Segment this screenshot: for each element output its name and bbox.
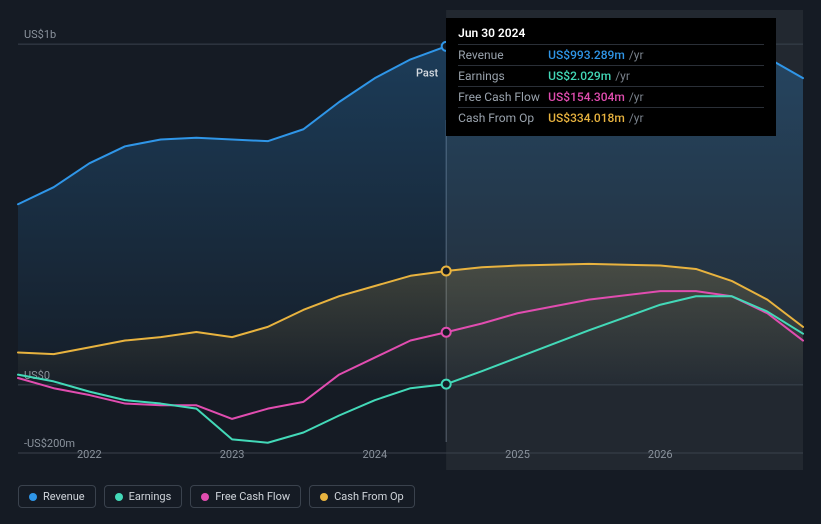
tooltip-row-label: Cash From Op [458, 111, 548, 125]
tooltip-row-label: Free Cash Flow [458, 90, 548, 104]
series-marker-free_cash_flow [442, 328, 451, 337]
x-axis-label: 2025 [505, 448, 530, 461]
legend-label: Revenue [43, 490, 85, 503]
legend-swatch [201, 493, 209, 501]
chart-legend: Revenue Earnings Free Cash Flow Cash From O… [18, 485, 415, 508]
y-axis-label: -US$200m [24, 437, 75, 450]
financial-chart: US$1bUS$0-US$200m20222023202420252026Pas… [0, 0, 821, 524]
tooltip-row-value: US$2.029m [548, 69, 611, 83]
series-marker-cash_from_op [442, 267, 451, 276]
x-axis-label: 2023 [220, 448, 245, 461]
x-axis-label: 2024 [362, 448, 387, 461]
tooltip-row-value: US$154.304m [548, 90, 625, 104]
tooltip-row-value: US$993.289m [548, 48, 625, 62]
chart-tooltip: Jun 30 2024 RevenueUS$993.289m/yrEarning… [446, 18, 776, 136]
legend-item-revenue[interactable]: Revenue [18, 485, 96, 508]
tooltip-row-unit: /yr [629, 48, 644, 62]
y-axis-label: US$1b [24, 28, 56, 41]
tooltip-row-label: Revenue [458, 48, 548, 62]
legend-label: Free Cash Flow [215, 490, 290, 503]
tooltip-row: Cash From OpUS$334.018m/yr [458, 107, 764, 128]
tooltip-row-unit: /yr [629, 90, 644, 104]
tooltip-date: Jun 30 2024 [458, 26, 764, 44]
x-axis-label: 2022 [77, 448, 102, 461]
legend-label: Earnings [129, 490, 172, 503]
tooltip-row-unit: /yr [615, 69, 630, 83]
legend-item-cash-from-op[interactable]: Cash From Op [309, 485, 415, 508]
legend-swatch [115, 493, 123, 501]
legend-swatch [29, 493, 37, 501]
legend-label: Cash From Op [334, 490, 404, 503]
tooltip-row: EarningsUS$2.029m/yr [458, 65, 764, 86]
legend-item-earnings[interactable]: Earnings [104, 485, 183, 508]
tooltip-row: RevenueUS$993.289m/yr [458, 44, 764, 65]
past-label: Past [416, 66, 439, 79]
x-axis-label: 2026 [648, 448, 673, 461]
legend-swatch [320, 493, 328, 501]
tooltip-row-label: Earnings [458, 69, 548, 83]
tooltip-row-unit: /yr [629, 111, 644, 125]
tooltip-row: Free Cash FlowUS$154.304m/yr [458, 86, 764, 107]
series-marker-earnings [442, 380, 451, 389]
tooltip-row-value: US$334.018m [548, 111, 625, 125]
legend-item-free-cash-flow[interactable]: Free Cash Flow [190, 485, 301, 508]
